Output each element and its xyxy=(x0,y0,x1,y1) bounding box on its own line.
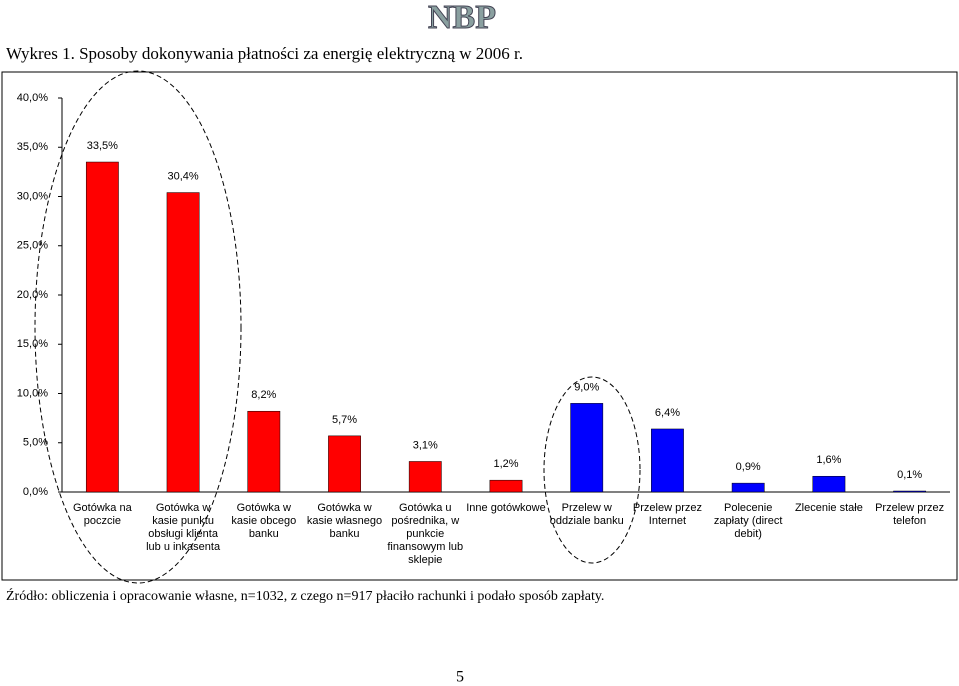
bar xyxy=(247,410,281,493)
bar xyxy=(812,475,846,493)
y-tick-label: 5,0% xyxy=(23,437,48,449)
x-tick-label: Gotówka na poczcie xyxy=(73,502,132,527)
value-label: 1,2% xyxy=(493,458,518,470)
value-label: 5,7% xyxy=(332,414,357,426)
chart-frame xyxy=(1,71,958,581)
y-tick-label: 35,0% xyxy=(17,141,48,153)
bar xyxy=(328,435,361,493)
y-tick-label: 40,0% xyxy=(17,92,48,104)
bar xyxy=(570,403,604,493)
x-tick-label: Inne gotówkowe xyxy=(466,502,546,514)
value-label: 30,4% xyxy=(167,170,198,182)
value-label: 0,9% xyxy=(736,461,761,473)
bar xyxy=(893,490,927,493)
bar xyxy=(166,192,200,493)
x-tick-label: Gotówka w kasie obcego banku xyxy=(231,502,297,540)
value-label: 33,5% xyxy=(87,140,118,152)
y-tick-label: 30,0% xyxy=(17,190,48,202)
y-tick-label: 0,0% xyxy=(23,486,48,498)
bar xyxy=(651,428,684,493)
source-note: Źródło: obliczenia i opracowanie własne,… xyxy=(6,587,604,604)
x-tick-label: Gotówka u pośrednika, w punkcie finansow… xyxy=(387,502,464,566)
value-label: 6,4% xyxy=(655,407,680,419)
value-label: 8,2% xyxy=(251,389,276,401)
x-tick-label: Przelew przez Internet xyxy=(632,502,702,527)
x-tick-label: Przelew w oddziale banku xyxy=(549,502,624,527)
bar xyxy=(408,461,442,493)
page-title: Wykres 1. Sposoby dokonywania płatności … xyxy=(6,44,523,63)
value-label: 3,1% xyxy=(413,439,438,451)
x-tick-label: Polecenie zapłaty (direct debit) xyxy=(713,502,783,540)
logo: NBP xyxy=(428,0,496,36)
x-tick-label: Gotówka w kasie własnego banku xyxy=(306,502,383,540)
value-label: 0,1% xyxy=(897,469,922,481)
y-tick-label: 20,0% xyxy=(17,289,48,301)
bar xyxy=(85,161,119,493)
y-tick-label: 10,0% xyxy=(17,387,48,399)
x-tick-label: Gotówka w kasie punktu obsługi klienta l… xyxy=(146,502,221,553)
page-number: 5 xyxy=(456,669,464,686)
x-tick-label: Przelew przez telefon xyxy=(875,502,945,527)
value-label: 9,0% xyxy=(574,381,599,393)
value-label: 1,6% xyxy=(816,454,841,466)
bar xyxy=(731,482,765,493)
highlight-ellipse xyxy=(34,70,242,584)
bar xyxy=(489,479,523,493)
y-tick-label: 15,0% xyxy=(17,338,48,350)
y-tick-label: 25,0% xyxy=(17,240,48,252)
highlight-ellipse xyxy=(543,376,641,564)
x-tick-label: Zlecenie stałe xyxy=(794,502,863,514)
